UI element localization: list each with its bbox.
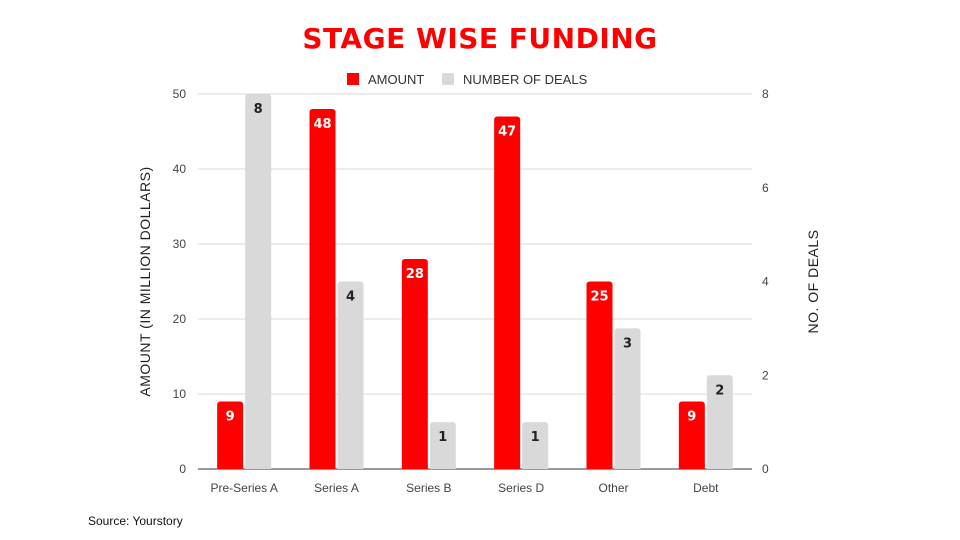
bar-amount bbox=[494, 116, 521, 469]
y2-tick-label: 0 bbox=[762, 462, 769, 476]
data-label: 28 bbox=[406, 267, 424, 282]
data-label: 3 bbox=[623, 336, 632, 351]
y2-tick-label: 6 bbox=[762, 181, 769, 195]
data-label: 1 bbox=[531, 430, 540, 445]
bar-amount-base bbox=[217, 465, 244, 469]
legend-label: NUMBER OF DEALS bbox=[463, 72, 588, 87]
data-label: 8 bbox=[254, 102, 263, 117]
bar-deals bbox=[245, 94, 272, 469]
y-tick-label: 40 bbox=[173, 162, 187, 176]
y-tick-label: 0 bbox=[179, 462, 186, 476]
bar-deals bbox=[522, 422, 549, 469]
chart-title: STAGE WISE FUNDING bbox=[302, 22, 657, 55]
data-label: 48 bbox=[313, 117, 331, 132]
bar-deals bbox=[337, 281, 364, 469]
bar-amount-base bbox=[586, 465, 613, 469]
bar-amount bbox=[586, 281, 613, 469]
x-tick-label: Series D bbox=[498, 481, 544, 495]
data-label: 47 bbox=[498, 125, 516, 140]
bar-amount bbox=[678, 401, 705, 469]
bar-amount-base bbox=[309, 465, 336, 469]
bar-deals-base bbox=[245, 465, 272, 469]
bar-deals bbox=[429, 422, 456, 469]
bar-amount-base bbox=[401, 465, 428, 469]
bar-deals-base bbox=[614, 465, 641, 469]
bar-amount-base bbox=[494, 465, 521, 469]
bar-amount bbox=[217, 401, 244, 469]
y2-tick-label: 8 bbox=[762, 87, 769, 101]
data-label: 9 bbox=[226, 410, 235, 425]
data-label: 2 bbox=[715, 383, 724, 398]
bar-amount bbox=[401, 259, 428, 469]
y2-axis-title: NO. OF DEALS bbox=[805, 229, 821, 333]
bar-amount bbox=[309, 109, 336, 469]
data-label: 25 bbox=[590, 290, 608, 305]
bar-deals bbox=[706, 375, 733, 469]
y-tick-label: 20 bbox=[173, 312, 187, 326]
bar-deals-base bbox=[522, 465, 549, 469]
bar-amount-base bbox=[678, 465, 705, 469]
legend-swatch bbox=[442, 73, 454, 85]
y-tick-label: 10 bbox=[173, 387, 187, 401]
bar-deals-base bbox=[337, 465, 364, 469]
bar-deals bbox=[614, 328, 641, 469]
y-tick-label: 50 bbox=[173, 87, 187, 101]
x-tick-label: Pre-Series A bbox=[210, 481, 277, 495]
bar-deals-base bbox=[429, 465, 456, 469]
bar-deals-base bbox=[706, 465, 733, 469]
x-tick-label: Series A bbox=[314, 481, 359, 495]
data-label: 4 bbox=[346, 290, 355, 305]
y-axis-title: AMOUNT (IN MILLION DOLLARS) bbox=[137, 166, 153, 396]
data-label: 9 bbox=[687, 410, 696, 425]
source-note: Source: Yourstory bbox=[88, 514, 183, 528]
y2-tick-label: 2 bbox=[762, 368, 769, 382]
legend-label: AMOUNT bbox=[368, 72, 424, 87]
y2-tick-label: 4 bbox=[762, 275, 769, 289]
y-tick-label: 30 bbox=[173, 237, 187, 251]
x-tick-label: Series B bbox=[406, 481, 451, 495]
data-label: 1 bbox=[438, 430, 447, 445]
x-tick-label: Debt bbox=[693, 481, 719, 495]
x-tick-label: Other bbox=[598, 481, 628, 495]
legend-swatch bbox=[347, 73, 359, 85]
